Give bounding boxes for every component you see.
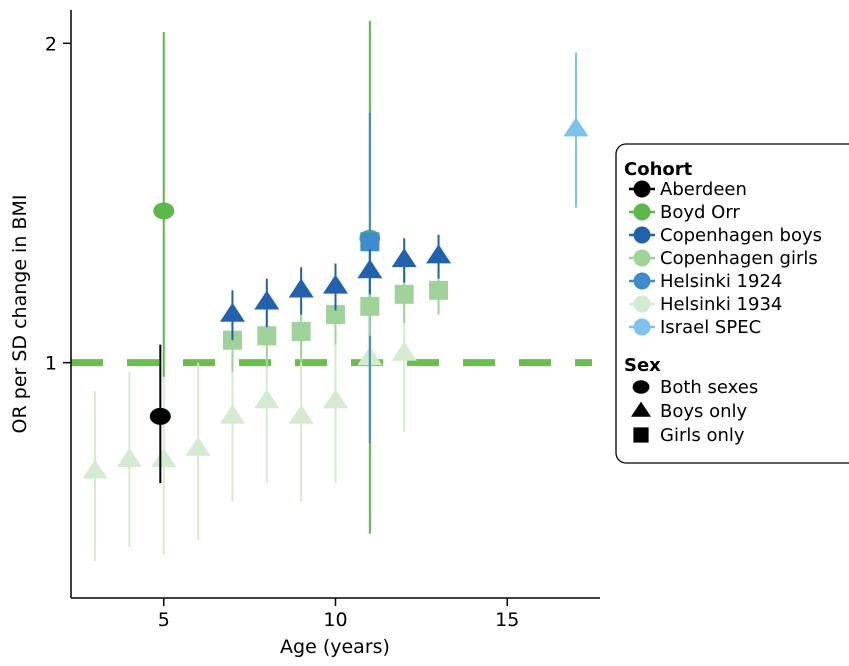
data-point xyxy=(326,305,345,325)
data-point xyxy=(151,447,177,467)
x-tick-label: 10 xyxy=(323,609,347,631)
data-point xyxy=(185,436,211,456)
legend-item-label: Helsinki 1934 xyxy=(660,294,782,315)
legend-item-label: Israel SPEC xyxy=(660,317,761,338)
x-tick-label: 5 xyxy=(158,609,170,631)
data-point xyxy=(257,326,277,346)
plot-area xyxy=(71,20,592,562)
legend-shape-marker xyxy=(631,401,651,417)
legend-item-label: Girls only xyxy=(660,425,745,446)
data-point xyxy=(563,117,589,137)
legend-item-label: Both sexes xyxy=(660,377,758,398)
legend-item-label: Helsinki 1924 xyxy=(660,271,782,292)
legend-item-label: Aberdeen xyxy=(660,179,747,200)
x-axis-title: Age (years) xyxy=(280,636,390,658)
legend-cohort-title: Cohort xyxy=(624,159,693,180)
data-point xyxy=(391,248,417,268)
legend-key-marker xyxy=(633,226,651,244)
y-tick-label: 1 xyxy=(45,353,57,375)
data-point xyxy=(288,404,314,424)
legend-item-label: Boys only xyxy=(660,401,748,422)
data-point xyxy=(82,459,108,479)
data-point xyxy=(219,404,245,424)
legend-item-label: Boyd Orr xyxy=(660,202,740,223)
data-point xyxy=(357,259,383,279)
data-point xyxy=(360,296,380,316)
y-tick-label: 2 xyxy=(45,33,57,55)
data-point xyxy=(291,321,311,341)
legend-key-marker xyxy=(633,295,651,313)
data-point xyxy=(429,280,449,300)
data-point xyxy=(254,290,280,310)
data-point xyxy=(323,274,348,294)
data-point xyxy=(394,284,414,304)
legend-shape-marker xyxy=(633,427,649,443)
data-point xyxy=(323,389,348,409)
legend-key-marker xyxy=(633,272,651,290)
legend-box xyxy=(615,143,849,464)
data-point xyxy=(219,302,245,322)
legend-item-label: Copenhagen boys xyxy=(660,225,822,246)
legend-key-marker xyxy=(633,318,651,336)
legend-key-marker xyxy=(633,180,651,198)
data-point xyxy=(426,244,452,264)
data-point xyxy=(116,447,142,467)
x-tick-label: 15 xyxy=(495,609,519,631)
data-point xyxy=(360,232,380,252)
legend-shape-marker xyxy=(632,380,650,394)
legend-sex-title: Sex xyxy=(624,355,661,376)
axes: Age (years) OR per SD change in BMI 5 10 1… xyxy=(9,10,600,658)
data-point xyxy=(254,389,280,409)
y-axis-title: OR per SD change in BMI xyxy=(9,195,31,434)
data-point xyxy=(391,341,417,361)
legend-item-label: Copenhagen girls xyxy=(660,248,818,269)
legend-key-marker xyxy=(633,249,651,267)
data-point xyxy=(288,278,314,298)
legend-key-marker xyxy=(633,203,651,221)
data-point xyxy=(153,202,175,220)
data-point xyxy=(149,407,171,425)
